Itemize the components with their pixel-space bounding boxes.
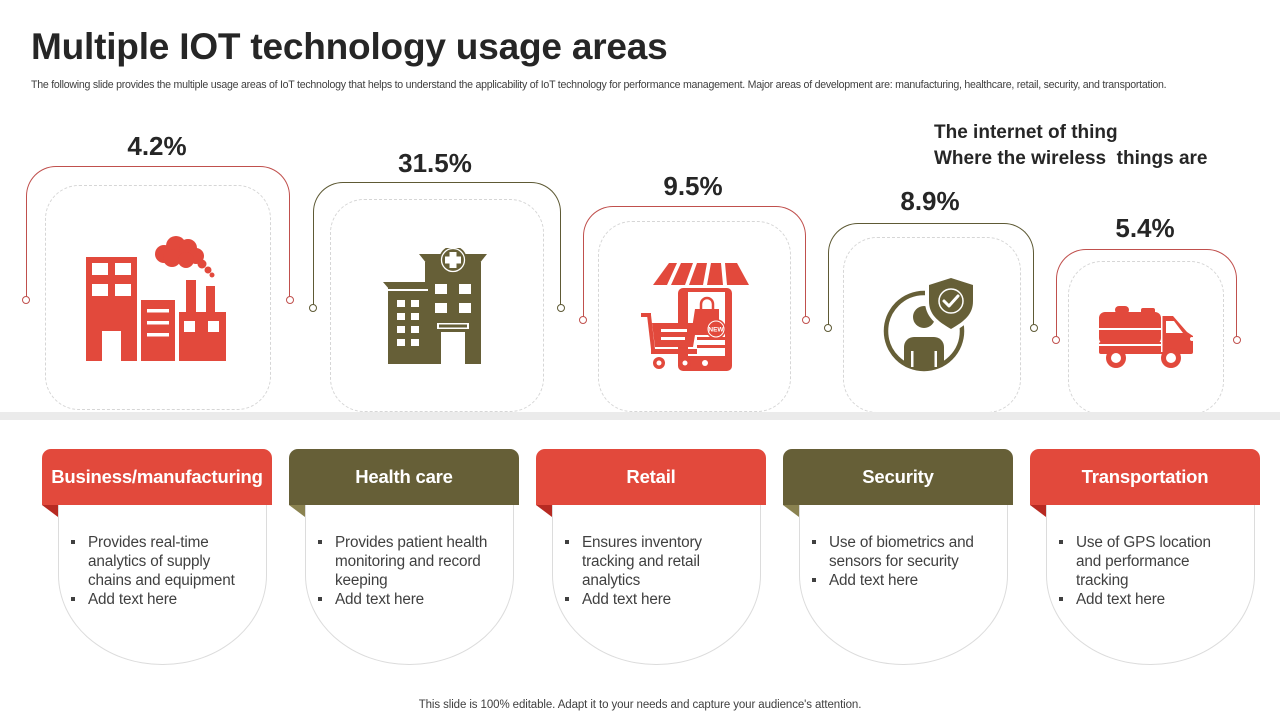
percent-retail: 9.5% (663, 171, 723, 201)
percent-health-care: 31.5% (398, 148, 472, 178)
bracket-health-care (309, 182, 565, 312)
card-body: Provides patient health monitoring and r… (305, 499, 514, 665)
ribbon-fold (289, 505, 305, 517)
card-manufacturing: Business/manufacturing Provides real-tim… (42, 449, 272, 665)
bullet-item: Add text here (563, 590, 746, 609)
ribbon-fold (42, 505, 58, 517)
bracket-dot-right (801, 316, 810, 324)
tagline: The internet of thing Where the wireless… (934, 120, 1207, 171)
bullet-item: Provides patient health monitoring and r… (316, 533, 499, 590)
bracket-dot-left (824, 324, 833, 332)
bullet-item: Add text here (316, 590, 499, 609)
card-title: Transportation (1030, 449, 1260, 505)
card-body: Provides real-time analytics of supply c… (58, 499, 267, 665)
ribbon-fold (783, 505, 799, 517)
bracket-dot-left (579, 316, 588, 324)
bullet-item: Use of biometrics and sensors for securi… (810, 533, 993, 571)
icon-box-security (843, 237, 1021, 413)
bracket-transportation (1052, 249, 1241, 344)
bullet-item: Add text here (69, 590, 252, 609)
user-shield-check-icon (883, 275, 977, 372)
bullet-list: Use of biometrics and sensors for securi… (810, 533, 993, 590)
ribbon-fold (536, 505, 552, 517)
bracket-dot-right (285, 296, 294, 304)
page-subtitle: The following slide provides the multipl… (31, 79, 1167, 91)
tanker-truck-icon (1099, 306, 1193, 368)
icon-box-health-care (330, 199, 544, 412)
factory-icon (86, 235, 226, 361)
card-security: Security Use of biometrics and sensors f… (783, 449, 1013, 665)
card-body: Ensures inventory tracking and retail an… (552, 499, 761, 665)
icon-box-retail: NEW (598, 221, 791, 412)
online-shopping-cart-icon: NEW (640, 262, 749, 371)
bracket-retail (579, 206, 810, 324)
card-title: Security (783, 449, 1013, 505)
bullet-item: Provides real-time analytics of supply c… (69, 533, 252, 590)
bracket-dot-left (1052, 336, 1061, 344)
footer-note: This slide is 100% editable. Adapt it to… (418, 699, 862, 711)
icon-box-transportation (1068, 261, 1224, 415)
card-transportation: Transportation Use of GPS location and p… (1030, 449, 1260, 665)
tagline-line-1: The internet of thing (934, 122, 1118, 143)
page-title: Multiple IOT technology usage areas (31, 26, 668, 67)
bracket-dot-right (1232, 336, 1241, 344)
hospital-icon (383, 247, 487, 364)
bullet-item: Add text here (1057, 590, 1240, 609)
ribbon-fold (1030, 505, 1046, 517)
bullet-list: Provides real-time analytics of supply c… (69, 533, 252, 609)
card-body: Use of GPS location and performance trac… (1046, 499, 1255, 665)
bullet-list: Use of GPS location and performance trac… (1057, 533, 1240, 609)
percent-transportation: 5.4% (1115, 213, 1175, 243)
percent-security: 8.9% (900, 186, 960, 216)
bullet-list: Ensures inventory tracking and retail an… (563, 533, 746, 609)
icon-box-manufacturing (45, 185, 271, 410)
card-health-care: Health care Provides patient health moni… (289, 449, 519, 665)
tagline-line-2: Where the wireless things are (934, 147, 1208, 169)
bracket-dot-left (22, 296, 31, 304)
divider-band (0, 412, 1280, 420)
new-badge-text: NEW (708, 326, 724, 333)
bullet-list: Provides patient health monitoring and r… (316, 533, 499, 609)
bullet-item: Use of GPS location and performance trac… (1057, 533, 1240, 590)
card-title: Business/manufacturing (42, 449, 272, 505)
bracket-dot-right (1029, 324, 1038, 332)
bracket-dot-right (556, 304, 565, 312)
card-retail: Retail Ensures inventory tracking and re… (536, 449, 766, 665)
card-title: Retail (536, 449, 766, 505)
card-body: Use of biometrics and sensors for securi… (799, 499, 1008, 665)
bracket-security (824, 223, 1038, 332)
bullet-item: Ensures inventory tracking and retail an… (563, 533, 746, 590)
bracket-dot-left (309, 304, 318, 312)
percent-manufacturing: 4.2% (127, 131, 187, 161)
bullet-item: Add text here (810, 571, 993, 590)
card-title: Health care (289, 449, 519, 505)
bracket-manufacturing (22, 166, 294, 304)
